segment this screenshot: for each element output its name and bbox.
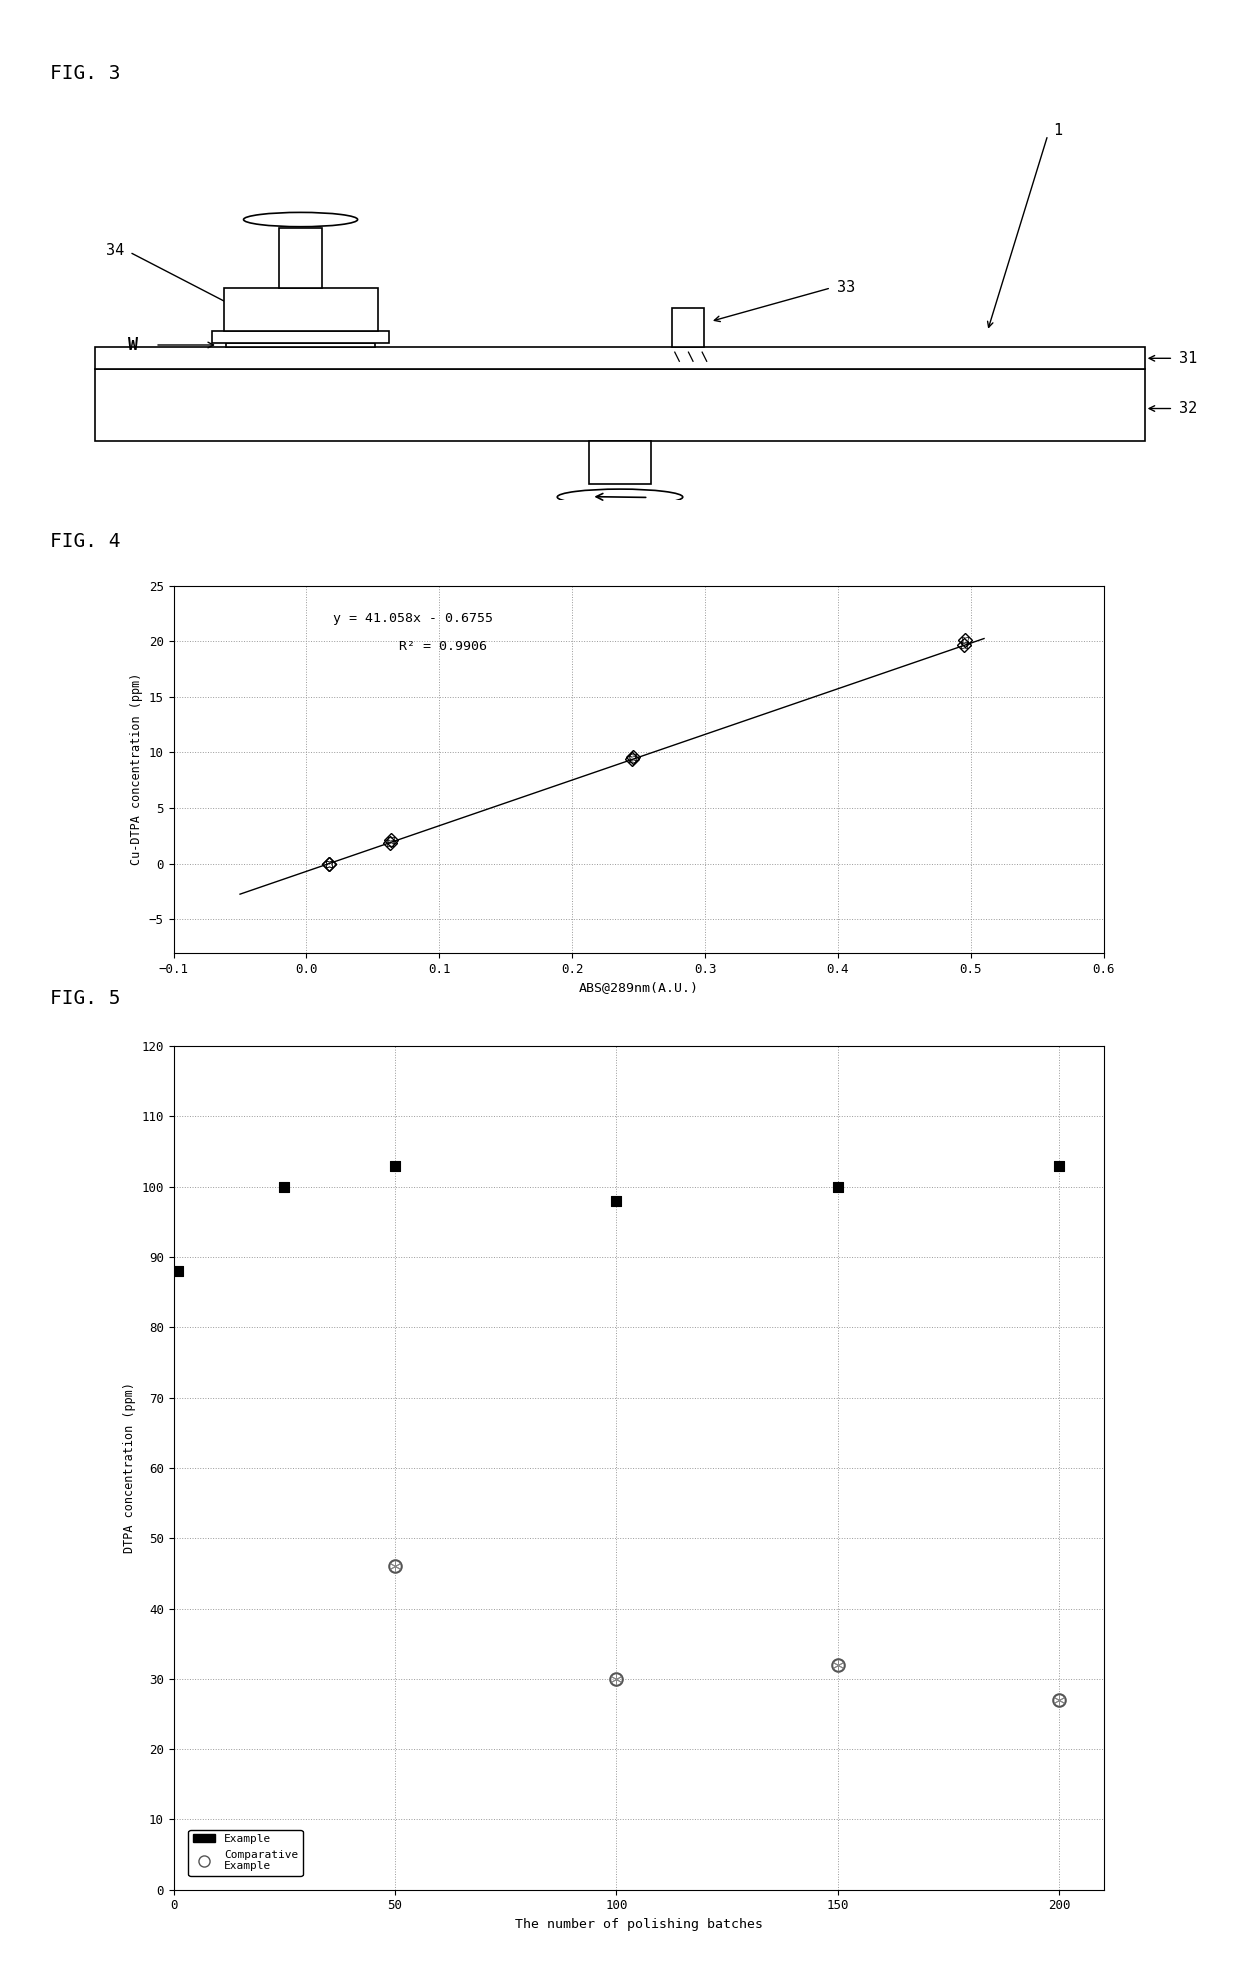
Text: 1: 1 <box>1054 123 1063 139</box>
X-axis label: The number of polishing batches: The number of polishing batches <box>515 1918 763 1931</box>
Point <box>386 1149 405 1181</box>
Bar <box>95 369 1145 441</box>
Point <box>274 1171 294 1203</box>
Text: 32: 32 <box>1179 401 1198 417</box>
Bar <box>223 288 378 331</box>
Text: FIG. 3: FIG. 3 <box>50 64 120 83</box>
Text: R² = 0.9906: R² = 0.9906 <box>399 641 487 653</box>
Point <box>606 1185 626 1217</box>
Text: 33: 33 <box>837 280 856 296</box>
Ellipse shape <box>557 488 683 504</box>
Bar <box>279 228 322 288</box>
Y-axis label: DTPA concentration (ppm): DTPA concentration (ppm) <box>123 1382 136 1554</box>
Bar <box>95 347 1145 369</box>
Text: 31: 31 <box>1179 351 1198 365</box>
Text: FIG. 4: FIG. 4 <box>50 532 120 552</box>
Text: y = 41.058x - 0.6755: y = 41.058x - 0.6755 <box>334 613 494 625</box>
Bar <box>589 441 651 484</box>
Text: FIG. 5: FIG. 5 <box>50 989 120 1008</box>
Y-axis label: Cu-DTPA concentration (ppm): Cu-DTPA concentration (ppm) <box>130 673 144 865</box>
Point <box>1049 1149 1069 1181</box>
Point <box>169 1255 188 1286</box>
Text: W: W <box>128 335 138 353</box>
X-axis label: ABS@289nm(A.U.): ABS@289nm(A.U.) <box>579 981 698 994</box>
Point <box>828 1171 848 1203</box>
Text: 34: 34 <box>105 242 124 258</box>
Bar <box>672 308 704 347</box>
Bar <box>227 343 374 347</box>
Ellipse shape <box>243 212 357 226</box>
Legend: Example, Comparative
Example: Example, Comparative Example <box>188 1830 303 1876</box>
Bar <box>212 331 389 343</box>
